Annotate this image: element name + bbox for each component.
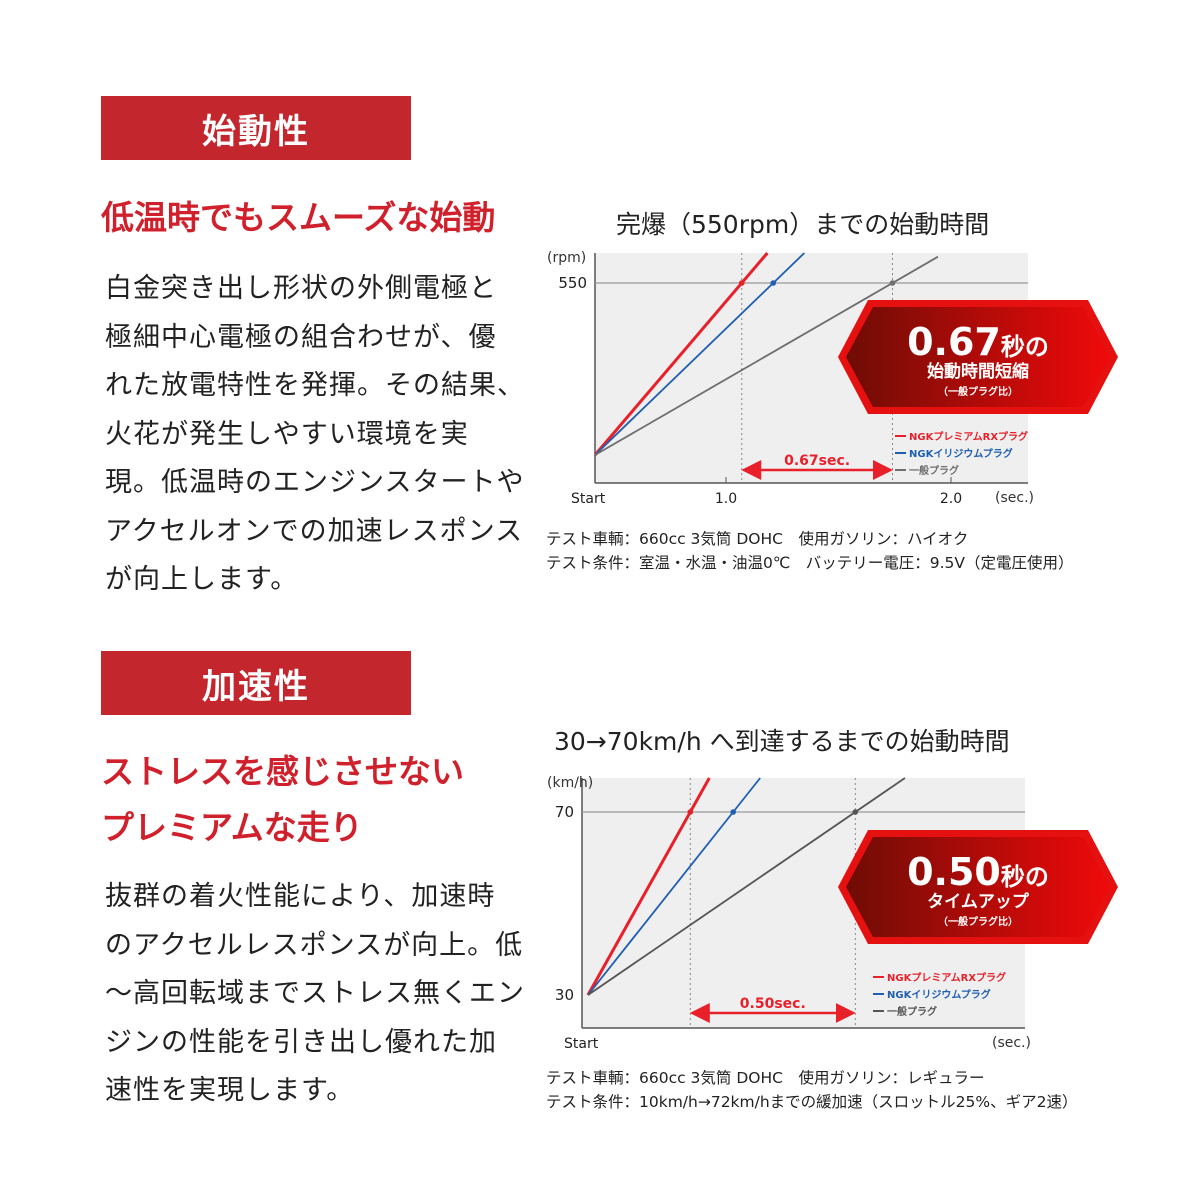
note-line: テスト車輌：660cc 3気筒 DOHC 使用ガソリン：レギュラー [546, 1069, 985, 1087]
badge [846, 307, 1110, 407]
legend-label: 一般プラグ [887, 1005, 937, 1018]
y-tick-label: 70 [555, 803, 574, 821]
badge-headline: 0.50秒の [907, 850, 1049, 894]
body-line: れた放電特性を発揮。その結果、 [105, 370, 525, 401]
body-line: ジンの性能を引き出し優れた加 [105, 1026, 497, 1058]
chart-title: 30→70km/h へ到達するまでの始動時間 [554, 727, 1010, 756]
headline-acceleration: ストレスを感じさせない プレミアムな走り [101, 744, 464, 856]
difference-label: 0.67sec. [784, 453, 850, 469]
x-origin-label: Start [571, 491, 606, 507]
body-line: のアクセルレスポンスが向上。低 [105, 929, 524, 961]
series-line [593, 252, 769, 456]
headline-line: ストレスを感じさせない [101, 752, 464, 791]
body-line: 速性を実現します。 [105, 1075, 355, 1106]
headline-line: プレミアムな走り [101, 808, 363, 847]
legend-label: NGKプレミアムRXプラグ [909, 430, 1028, 443]
series-point [852, 809, 859, 815]
legend-label: 一般プラグ [909, 464, 959, 477]
body-startup: 白金突き出し形状の外側電極と 極細中心電極の組合わせが、優 れた放電特性を発揮。… [105, 265, 525, 605]
badge-note: （一般プラグ比） [938, 915, 1018, 928]
note-line: テスト条件：10km/h→72km/hまでの緩加速（スロットル25%、ギア2速） [546, 1093, 1078, 1111]
legend-label: NGKプレミアムRXプラグ [887, 971, 1006, 984]
badge [846, 837, 1110, 937]
series-point [687, 809, 694, 815]
y-axis-label: (rpm) [547, 250, 586, 266]
series-point [730, 809, 736, 815]
body-line: 火花が発生しやすい環境を実 [105, 418, 469, 450]
badge-headline: 0.67秒の [907, 320, 1049, 364]
body-line: アクセルオンでの加速レスポンス [105, 515, 524, 547]
headline-startup: 低温時でもスムーズな始動 [101, 190, 495, 246]
series-line [587, 777, 906, 996]
series-line [594, 252, 805, 456]
body-acceleration: 抜群の着火性能により、加速時 のアクセルレスポンスが向上。低 〜高回転域までスト… [105, 873, 525, 1116]
legend-label: NGKイリジウムプラグ [909, 447, 1013, 460]
x-origin-label: Start [564, 1036, 599, 1052]
y-axis-label: (km/h) [547, 775, 593, 791]
x-tick-label: 1.0 [715, 491, 737, 507]
series-line [594, 255, 939, 456]
x-axis-label: (sec.) [995, 490, 1034, 506]
series-point [770, 280, 777, 286]
body-line: 〜高回転域までストレス無くエン [105, 978, 525, 1009]
test-notes: テスト車輌：660cc 3気筒 DOHC 使用ガソリン：レギュラー テスト条件：… [546, 1066, 1078, 1114]
section-label-startup: 始動性 [101, 96, 411, 160]
body-line: 現。低温時のエンジンスタートや [105, 467, 525, 498]
body-line: 抜群の着火性能により、加速時 [105, 881, 496, 912]
x-axis-label: (sec.) [992, 1035, 1031, 1051]
body-line: が向上します。 [105, 564, 299, 595]
badge-subtitle: タイムアップ [927, 891, 1030, 912]
y-tick-label: 30 [555, 986, 574, 1004]
series-point [889, 280, 896, 286]
badge-note: （一般プラグ比） [938, 385, 1018, 398]
body-line: 極細中心電極の組合わせが、優 [105, 321, 497, 353]
note-line: テスト車輌：660cc 3気筒 DOHC 使用ガソリン：ハイオク [546, 530, 969, 548]
x-tick-label: 2.0 [940, 491, 962, 507]
badge-subtitle: 始動時間短縮 [927, 361, 1029, 382]
body-line: 白金突き出し形状の外側電極と [105, 273, 497, 304]
series-point [738, 280, 745, 286]
test-notes: テスト車輌：660cc 3気筒 DOHC 使用ガソリン：ハイオク テスト条件：室… [546, 527, 1074, 575]
chart-title: 完爆（550rpm）までの始動時間 [616, 210, 990, 239]
note-line: テスト条件：室温・水温・油温0℃ バッテリー電圧：9.5V（定電圧使用） [546, 554, 1074, 572]
legend-label: NGKイリジウムプラグ [887, 988, 991, 1001]
headline-line: 低温時でもスムーズな始動 [101, 198, 496, 237]
section-label-acceleration: 加速性 [101, 651, 411, 715]
difference-label: 0.50sec. [740, 996, 806, 1012]
y-tick-label: 550 [558, 274, 587, 292]
